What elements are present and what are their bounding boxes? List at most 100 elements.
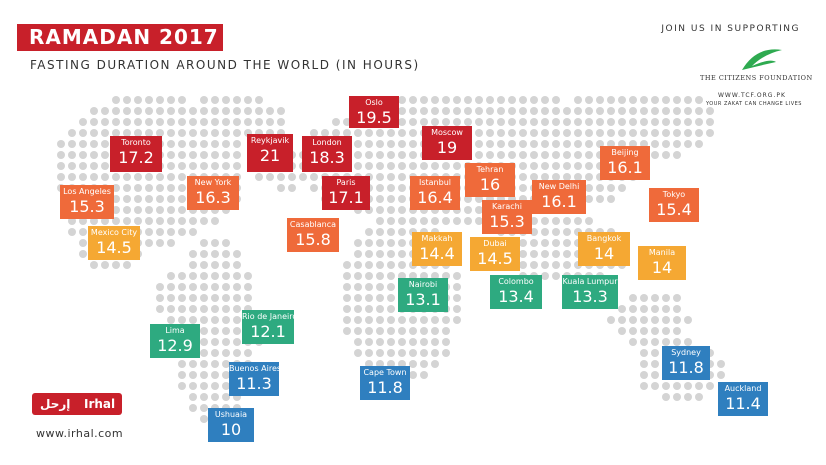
map-dot [68,173,76,181]
map-dot [376,195,384,203]
map-dot [629,129,637,137]
map-dot [651,140,659,148]
map-dot [442,316,450,324]
map-dot [365,349,373,357]
map-dot [585,195,593,203]
map-dot [222,129,230,137]
map-dot [123,195,131,203]
map-dot [189,250,197,258]
map-dot [673,305,681,313]
map-dot [684,393,692,401]
map-dot [167,294,175,302]
city-box: Moscow 19 [422,126,472,160]
map-dot [596,107,604,115]
map-dot [618,305,626,313]
map-dot [79,151,87,159]
map-dot [277,107,285,115]
map-dot [101,129,109,137]
map-dot [662,382,670,390]
map-dot [618,327,626,335]
city-hours: 15.3 [69,197,105,216]
city-name: Paris [336,178,356,187]
map-dot [409,129,417,137]
map-dot [486,107,494,115]
map-dot [365,140,373,148]
map-dot [519,118,527,126]
map-dot [376,162,384,170]
map-dot [530,250,538,258]
city-name: Moscow [431,128,463,137]
map-dot [365,283,373,291]
city-name: Bangkok [586,234,622,243]
map-dot [211,294,219,302]
map-dot [651,129,659,137]
map-dot [431,162,439,170]
city-hours: 15.3 [489,212,525,231]
map-dot [673,118,681,126]
map-dot [233,327,241,335]
map-dot [519,162,527,170]
city-name: Kuala Lumpur [562,277,618,286]
map-dot [585,151,593,159]
map-dot [255,118,263,126]
map-dot [167,228,175,236]
map-dot [409,217,417,225]
city-box: Mexico City 14.5 [88,226,140,260]
city-hours: 16.1 [541,192,577,211]
city-name: London [312,138,342,147]
map-dot [640,338,648,346]
map-dot [156,305,164,313]
map-dot [178,107,186,115]
brand-url: www.irhal.com [36,427,124,440]
city-box: Tokyo 15.4 [649,188,699,222]
map-dot [200,272,208,280]
city-name: Dubai [483,239,507,248]
city-hours: 16.1 [607,158,643,177]
map-dot [189,294,197,302]
map-dot [563,228,571,236]
map-dot [57,140,65,148]
map-dot [200,327,208,335]
map-dot [409,338,417,346]
map-dot [200,118,208,126]
map-dot [222,283,230,291]
map-dot [365,294,373,302]
map-dot [398,129,406,137]
map-dot [167,283,175,291]
map-dot [464,107,472,115]
map-dot [79,173,87,181]
map-dot [629,96,637,104]
map-dot [486,96,494,104]
map-dot [354,283,362,291]
map-dot [486,118,494,126]
map-dot [563,118,571,126]
city-box: Sydney 11.8 [662,346,710,380]
map-dot [200,305,208,313]
map-dot [376,239,384,247]
map-dot [409,118,417,126]
map-dot [123,184,131,192]
map-dot [244,294,252,302]
map-dot [684,129,692,137]
map-dot [420,360,428,368]
map-dot [508,129,516,137]
map-dot [189,316,197,324]
map-dot [211,162,219,170]
map-dot [662,338,670,346]
map-dot [222,151,230,159]
map-dot [178,382,186,390]
map-dot [563,151,571,159]
map-dot [266,118,274,126]
map-dot [145,228,153,236]
map-dot [79,239,87,247]
map-dot [574,173,582,181]
city-hours: 13.1 [405,290,441,309]
map-dot [409,316,417,324]
map-dot [211,140,219,148]
map-dot [640,349,648,357]
map-dot [123,107,131,115]
map-dot [541,162,549,170]
map-dot [387,129,395,137]
map-dot [156,239,164,247]
